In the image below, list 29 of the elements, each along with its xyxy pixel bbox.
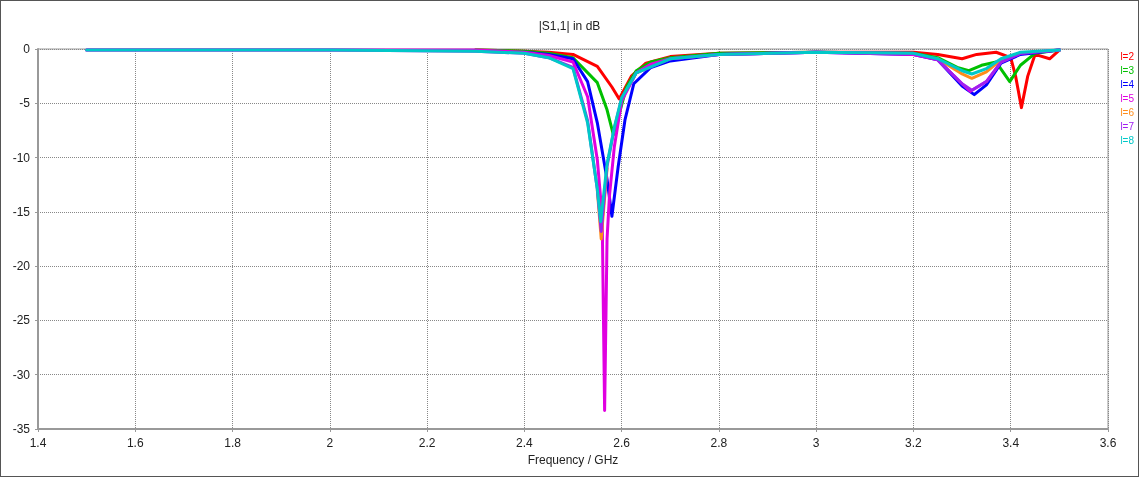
x-tick-label: 1.8 <box>224 436 242 450</box>
y-tick-label: -15 <box>12 204 31 219</box>
y-tick-label: -35 <box>12 422 31 436</box>
text: l=6 <box>1120 106 1135 118</box>
x-tick-label: 2.8 <box>710 436 728 450</box>
text: l=8 <box>1120 134 1135 146</box>
x-tick-label: 3.2 <box>905 436 923 450</box>
y-tick-label: -25 <box>12 313 31 328</box>
text: l=5 <box>1120 92 1135 104</box>
x-tick-label: 1.6 <box>126 436 144 450</box>
text: l=2 <box>1120 50 1135 62</box>
x-axis-title: Frequency / GHz <box>527 452 619 467</box>
x-tick-label: 3.6 <box>1099 436 1117 450</box>
x-tick-label: 2 <box>326 436 334 450</box>
y-tick-label: 0 <box>23 42 31 56</box>
text: l=3 <box>1120 64 1135 76</box>
y-tick-label: -20 <box>12 259 31 274</box>
x-tick-label: 2.2 <box>418 436 436 450</box>
x-tick-label: 1.4 <box>29 436 47 450</box>
x-tick-label: 3 <box>812 436 820 450</box>
y-tick-label: -30 <box>12 367 31 382</box>
y-tick-label: -10 <box>12 150 31 165</box>
x-tick-label: 2.4 <box>516 436 534 450</box>
text: l=7 <box>1120 120 1135 132</box>
chart-title: |S1,1| in dB <box>538 19 601 33</box>
text: l=4 <box>1120 78 1135 90</box>
x-tick-label: 2.6 <box>613 436 631 450</box>
x-tick-label: 3.4 <box>1002 436 1020 450</box>
y-tick-label: -5 <box>19 96 31 111</box>
